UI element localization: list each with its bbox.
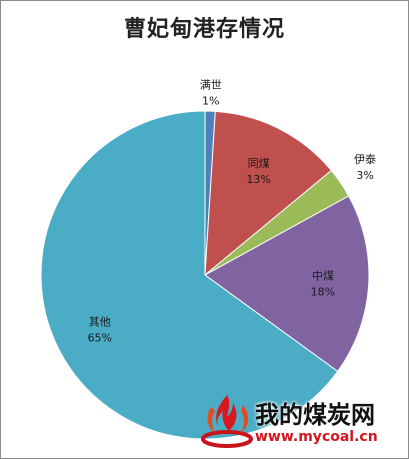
flame-logo-icon bbox=[201, 395, 253, 448]
slice-value-label: 13% bbox=[246, 173, 270, 186]
pie-slice-4 bbox=[204, 195, 370, 373]
slice-value-label: 18% bbox=[311, 285, 335, 298]
watermark-url: www.mycoal.cn bbox=[255, 429, 378, 445]
pie-slice-5 bbox=[40, 110, 339, 440]
chart-title: 曹妃甸港存情况 bbox=[123, 16, 285, 42]
slice-name-label: 满世 bbox=[200, 78, 222, 91]
slice-name-label: 中煤 bbox=[312, 269, 334, 282]
slice-name-label: 同煤 bbox=[248, 157, 270, 170]
watermark-text: 我的煤炭网 bbox=[255, 401, 375, 429]
slice-value-label: 65% bbox=[88, 332, 112, 345]
slice-value-label: 1% bbox=[202, 94, 219, 107]
slice-name-label: 伊泰 bbox=[354, 152, 376, 166]
slice-value-label: 3% bbox=[356, 169, 373, 182]
pie-slice-2 bbox=[204, 110, 333, 277]
slice-name-label: 其他 bbox=[89, 316, 111, 329]
watermark: 我的煤炭网 www.mycoal.cn bbox=[197, 389, 407, 455]
